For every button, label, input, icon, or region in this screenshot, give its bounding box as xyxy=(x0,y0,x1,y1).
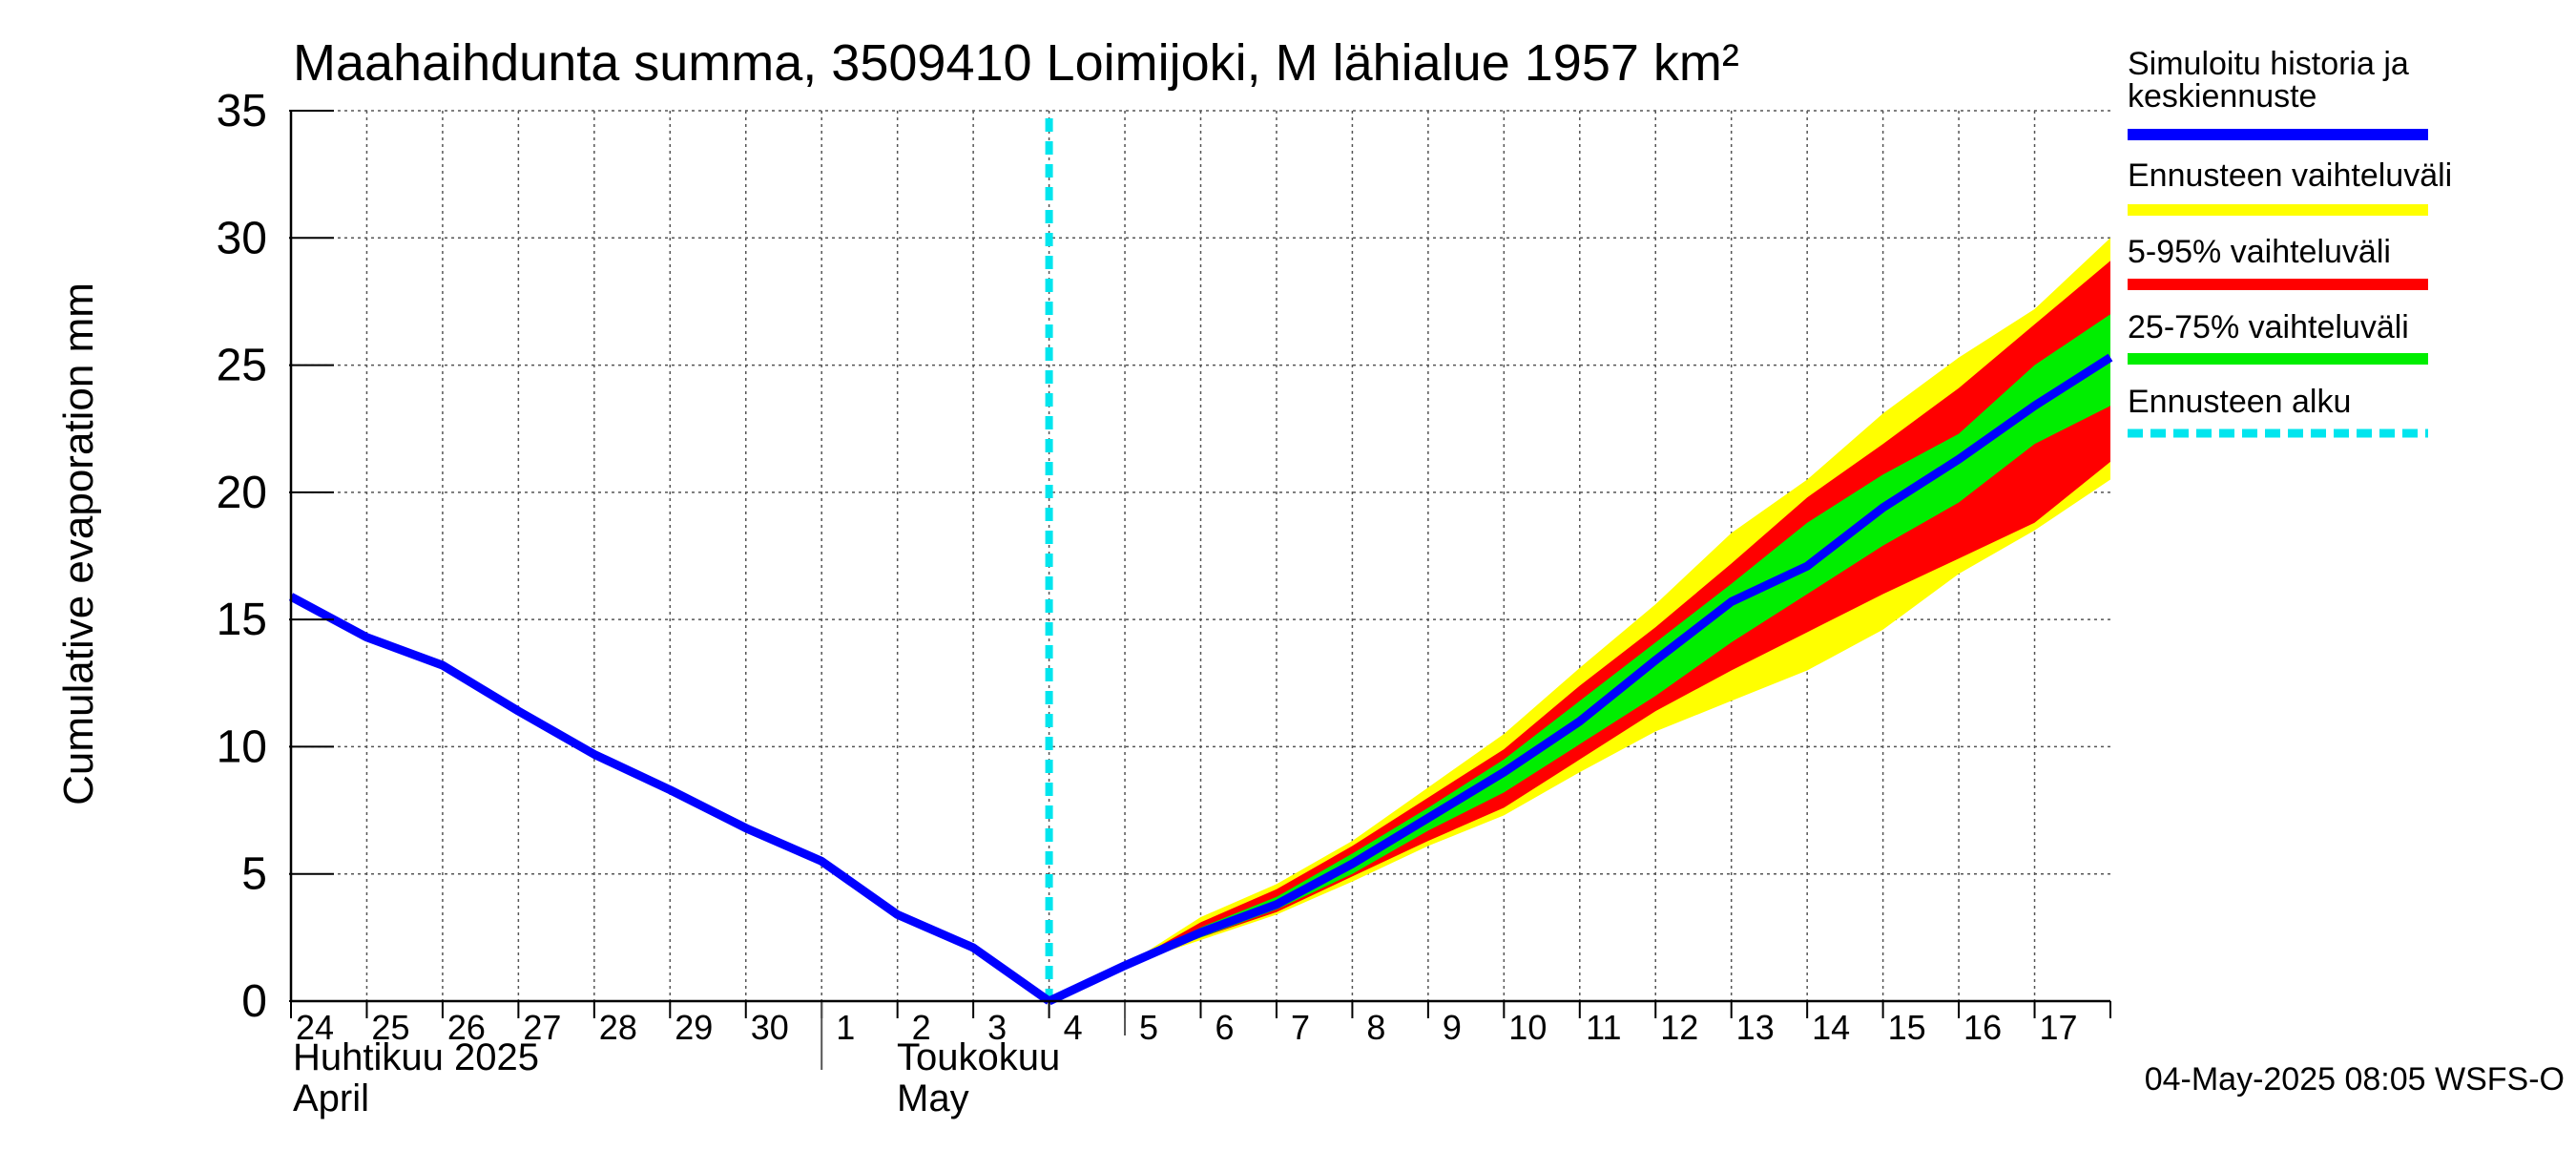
x-tick-label: 5 xyxy=(1139,1008,1158,1047)
y-tick-label: 30 xyxy=(217,213,267,263)
month-label-april-fi: Huhtikuu 2025 xyxy=(293,1036,539,1078)
y-tick-label: 15 xyxy=(217,595,267,645)
x-tick-label: 8 xyxy=(1366,1008,1385,1047)
legend-label: keskiennuste xyxy=(2128,78,2316,115)
y-tick-label: 25 xyxy=(217,341,267,391)
legend-label: Ennusteen alku xyxy=(2128,384,2351,420)
month-label-may-fi: Toukokuu xyxy=(897,1036,1060,1078)
legend-label: 25-75% vaihteluväli xyxy=(2128,309,2409,345)
x-tick-label: 10 xyxy=(1508,1008,1547,1047)
series-lines xyxy=(288,118,2113,1006)
history-line xyxy=(288,593,1052,1005)
x-tick-label: 28 xyxy=(599,1008,637,1047)
x-tick-label: 26 xyxy=(447,1008,486,1047)
grid xyxy=(291,110,2110,1001)
x-tick-label: 7 xyxy=(1291,1008,1310,1047)
x-tick-label: 3 xyxy=(987,1008,1007,1047)
x-tick-label: 27 xyxy=(523,1008,561,1047)
x-tick-label: 4 xyxy=(1064,1008,1083,1047)
footer-timestamp: 04-May-2025 08:05 WSFS-O xyxy=(2145,1061,2565,1098)
y-axis-label: Cumulative evaporation mm xyxy=(55,282,102,805)
y-tick-label: 10 xyxy=(217,721,267,772)
x-tick-label: 14 xyxy=(1812,1008,1850,1047)
x-tick-label: 1 xyxy=(836,1008,855,1047)
legend-label: 5-95% vaihteluväli xyxy=(2128,234,2391,270)
y-tick-label: 35 xyxy=(217,86,267,136)
x-tick-label: 9 xyxy=(1443,1008,1462,1047)
month-label-april-en: April xyxy=(293,1077,369,1119)
x-tick-label: 12 xyxy=(1660,1008,1698,1047)
x-tick-label: 2 xyxy=(912,1008,931,1047)
y-tick-label: 20 xyxy=(217,468,267,518)
x-tick-label: 15 xyxy=(1888,1008,1926,1047)
x-tick-label: 25 xyxy=(371,1008,409,1047)
month-label-may-en: May xyxy=(897,1077,969,1119)
x-tick-label: 29 xyxy=(675,1008,713,1047)
x-tick-label: 6 xyxy=(1215,1008,1234,1047)
median-forecast-line xyxy=(1047,353,2113,1006)
x-tick-label: 16 xyxy=(1963,1008,2002,1047)
x-tick-label: 11 xyxy=(1586,1008,1621,1047)
y-tick-label: 5 xyxy=(241,849,267,900)
x-tick-label: 24 xyxy=(296,1008,334,1047)
y-tick-label: 0 xyxy=(241,976,267,1027)
legend-label: Simuloitu historia ja xyxy=(2128,46,2409,82)
x-tick-label: 30 xyxy=(751,1008,789,1047)
legend-label: Ennusteen vaihteluväli xyxy=(2128,157,2452,194)
x-tick-label: 13 xyxy=(1736,1008,1775,1047)
x-tick-label: 17 xyxy=(2040,1008,2078,1047)
chart-title: Maahaihdunta summa, 3509410 Loimijoki, M… xyxy=(293,34,1739,92)
